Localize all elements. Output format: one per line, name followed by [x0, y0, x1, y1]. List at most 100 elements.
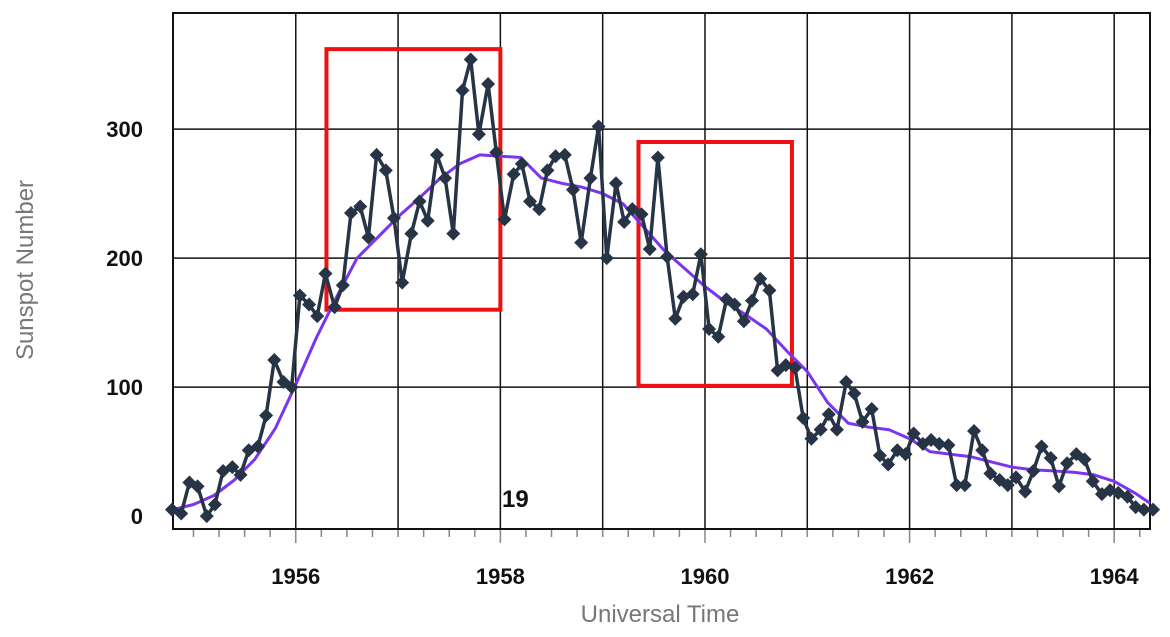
data-point — [164, 502, 179, 517]
y-tick-label: 200 — [106, 246, 143, 271]
data-point — [404, 226, 419, 241]
plot-frame — [172, 12, 1151, 530]
data-point — [386, 211, 401, 226]
data-point — [583, 171, 598, 186]
data-point — [932, 436, 947, 451]
y-tick-label: 0 — [131, 504, 143, 529]
data-point — [1034, 439, 1049, 454]
data-point — [1085, 474, 1100, 489]
data-point — [693, 247, 708, 262]
data-point — [523, 194, 538, 209]
data-point — [327, 300, 342, 315]
data-point — [1146, 502, 1161, 517]
data-point — [668, 311, 683, 326]
data-point — [557, 147, 572, 162]
data-point — [438, 171, 453, 186]
data-point — [983, 466, 998, 481]
data-point — [302, 297, 317, 312]
data-point — [625, 202, 640, 217]
data-point — [318, 266, 333, 281]
data-point — [753, 271, 768, 286]
data-point — [267, 353, 282, 368]
data-point — [762, 283, 777, 298]
data-point — [489, 145, 504, 160]
data-point — [481, 76, 496, 91]
data-point — [906, 426, 921, 441]
data-point — [957, 478, 972, 493]
data-point — [872, 448, 887, 463]
data-point — [284, 380, 299, 395]
data-point — [174, 506, 189, 521]
data-point — [429, 147, 444, 162]
highlight-box — [636, 140, 794, 388]
data-point — [1120, 489, 1135, 504]
data-point — [711, 329, 726, 344]
data-point — [361, 230, 376, 245]
data-point — [190, 479, 205, 494]
data-point — [1000, 478, 1015, 493]
data-point — [532, 202, 547, 217]
data-point — [642, 242, 657, 257]
x-tick-label: 1962 — [885, 564, 934, 589]
data-point — [1077, 452, 1092, 467]
data-point — [1026, 463, 1041, 478]
data-point — [855, 414, 870, 429]
data-point — [420, 213, 435, 228]
data-point — [335, 278, 350, 293]
data-point — [591, 119, 606, 134]
data-point — [821, 407, 836, 422]
monthly-series — [164, 52, 1161, 524]
grid-lines — [173, 13, 1150, 529]
annotation-label: 19 — [502, 486, 529, 513]
x-tick-label: 1956 — [271, 564, 320, 589]
data-point — [634, 207, 649, 222]
data-point — [839, 374, 854, 389]
data-point — [1018, 484, 1033, 499]
data-point — [736, 314, 751, 329]
x-tick-label: 1958 — [476, 564, 525, 589]
y-axis-title: Sunspot Number — [12, 180, 39, 360]
data-point — [685, 287, 700, 302]
data-point — [395, 275, 410, 290]
data-point — [344, 205, 359, 220]
data-point — [1136, 502, 1151, 517]
data-point — [250, 439, 265, 454]
data-point — [727, 297, 742, 312]
data-point — [199, 509, 214, 524]
data-point — [497, 212, 512, 227]
data-point — [506, 167, 521, 182]
data-point — [847, 386, 862, 401]
x-tick-label: 1964 — [1090, 564, 1140, 589]
data-point — [471, 127, 486, 142]
data-point — [881, 457, 896, 472]
data-point — [540, 163, 555, 178]
data-point — [975, 443, 990, 458]
data-point — [259, 408, 274, 423]
data-point — [864, 402, 879, 417]
data-point — [788, 360, 803, 375]
data-point — [463, 52, 478, 67]
data-point — [967, 423, 982, 438]
data-point — [369, 147, 384, 162]
data-point — [949, 478, 964, 493]
data-point — [207, 497, 222, 512]
data-point — [702, 322, 717, 337]
minor-x-ticks — [192, 529, 1141, 543]
data-point — [566, 182, 581, 197]
y-tick-labels: 0 100 200 300 — [106, 117, 143, 529]
data-point — [233, 467, 248, 482]
data-point — [804, 431, 819, 446]
data-point — [898, 447, 913, 462]
data-point — [446, 226, 461, 241]
data-point — [1008, 470, 1023, 485]
data-point — [310, 309, 325, 324]
x-tick-label: 1960 — [681, 564, 730, 589]
data-point — [650, 150, 665, 165]
data-point — [292, 288, 307, 303]
data-point — [548, 149, 563, 164]
data-point — [1051, 479, 1066, 494]
monthly-line — [171, 57, 1154, 518]
data-point — [599, 251, 614, 266]
data-point — [745, 293, 760, 308]
